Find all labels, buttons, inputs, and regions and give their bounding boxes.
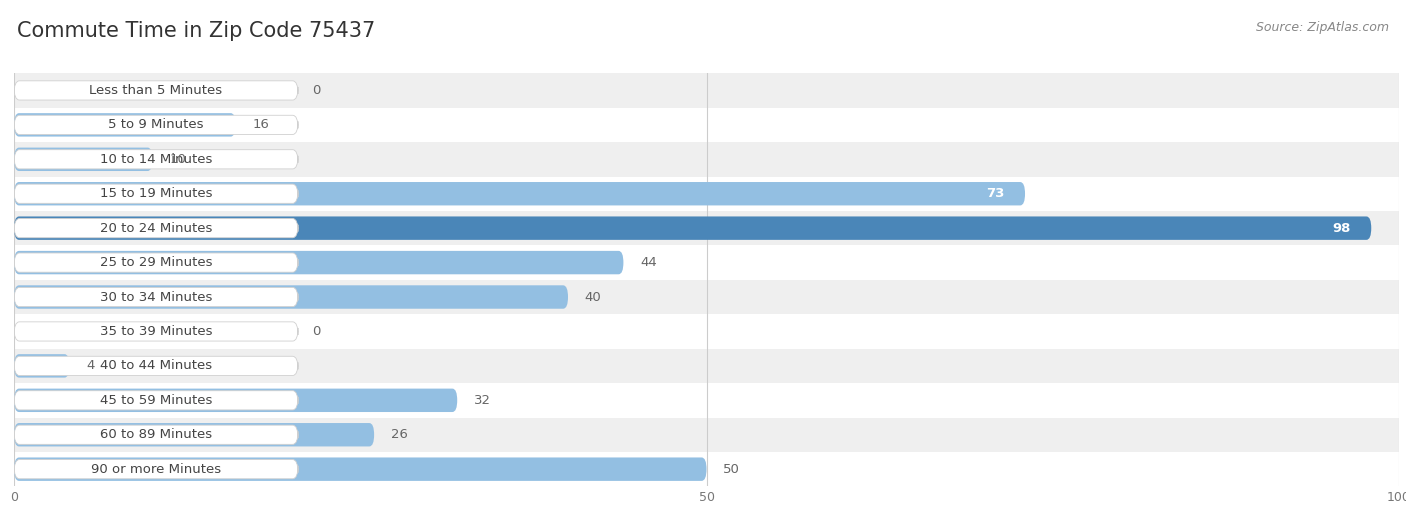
FancyBboxPatch shape bbox=[14, 219, 298, 238]
Text: 0: 0 bbox=[312, 84, 321, 97]
Bar bbox=[14, 383, 1399, 417]
Text: 50: 50 bbox=[723, 463, 740, 476]
FancyBboxPatch shape bbox=[14, 115, 298, 134]
FancyBboxPatch shape bbox=[14, 251, 623, 274]
Text: 10 to 14 Minutes: 10 to 14 Minutes bbox=[100, 153, 212, 166]
FancyBboxPatch shape bbox=[14, 113, 236, 137]
Text: 44: 44 bbox=[640, 256, 657, 269]
Text: 60 to 89 Minutes: 60 to 89 Minutes bbox=[100, 428, 212, 441]
Text: 5 to 9 Minutes: 5 to 9 Minutes bbox=[108, 118, 204, 131]
FancyBboxPatch shape bbox=[14, 423, 374, 447]
FancyBboxPatch shape bbox=[14, 288, 298, 306]
Bar bbox=[14, 245, 1399, 280]
FancyBboxPatch shape bbox=[14, 147, 153, 171]
Text: 16: 16 bbox=[252, 118, 269, 131]
FancyBboxPatch shape bbox=[14, 389, 457, 412]
Text: Source: ZipAtlas.com: Source: ZipAtlas.com bbox=[1256, 21, 1389, 34]
FancyBboxPatch shape bbox=[14, 253, 298, 272]
FancyBboxPatch shape bbox=[14, 391, 298, 410]
Text: 26: 26 bbox=[391, 428, 408, 441]
Text: 98: 98 bbox=[1331, 222, 1351, 235]
Bar bbox=[14, 452, 1399, 486]
FancyBboxPatch shape bbox=[14, 184, 298, 203]
Bar bbox=[14, 280, 1399, 314]
Bar bbox=[14, 177, 1399, 211]
Bar bbox=[14, 417, 1399, 452]
Bar bbox=[14, 142, 1399, 177]
Bar bbox=[14, 349, 1399, 383]
Text: 25 to 29 Minutes: 25 to 29 Minutes bbox=[100, 256, 212, 269]
Text: 40 to 44 Minutes: 40 to 44 Minutes bbox=[100, 359, 212, 372]
Text: 35 to 39 Minutes: 35 to 39 Minutes bbox=[100, 325, 212, 338]
FancyBboxPatch shape bbox=[14, 458, 707, 481]
Text: Commute Time in Zip Code 75437: Commute Time in Zip Code 75437 bbox=[17, 21, 375, 41]
Bar bbox=[14, 211, 1399, 245]
Text: 30 to 34 Minutes: 30 to 34 Minutes bbox=[100, 290, 212, 303]
Text: 4: 4 bbox=[86, 359, 94, 372]
FancyBboxPatch shape bbox=[14, 286, 568, 309]
Text: 40: 40 bbox=[585, 290, 602, 303]
Text: Less than 5 Minutes: Less than 5 Minutes bbox=[90, 84, 222, 97]
Text: 20 to 24 Minutes: 20 to 24 Minutes bbox=[100, 222, 212, 235]
FancyBboxPatch shape bbox=[14, 356, 298, 376]
Bar bbox=[14, 314, 1399, 349]
Bar bbox=[14, 108, 1399, 142]
FancyBboxPatch shape bbox=[14, 81, 298, 100]
Text: 15 to 19 Minutes: 15 to 19 Minutes bbox=[100, 187, 212, 200]
Text: 0: 0 bbox=[312, 325, 321, 338]
FancyBboxPatch shape bbox=[14, 354, 69, 378]
FancyBboxPatch shape bbox=[14, 182, 1025, 206]
FancyBboxPatch shape bbox=[14, 150, 298, 169]
Text: 73: 73 bbox=[986, 187, 1004, 200]
Bar bbox=[14, 73, 1399, 108]
Text: 90 or more Minutes: 90 or more Minutes bbox=[91, 463, 221, 476]
FancyBboxPatch shape bbox=[14, 425, 298, 445]
FancyBboxPatch shape bbox=[14, 460, 298, 479]
Text: 45 to 59 Minutes: 45 to 59 Minutes bbox=[100, 394, 212, 407]
Text: 32: 32 bbox=[474, 394, 491, 407]
FancyBboxPatch shape bbox=[14, 217, 1371, 240]
Text: 10: 10 bbox=[169, 153, 186, 166]
FancyBboxPatch shape bbox=[14, 322, 298, 341]
